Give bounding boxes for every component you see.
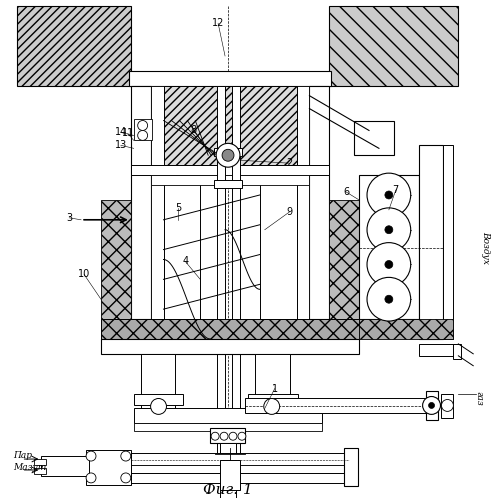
Bar — [134, 394, 183, 406]
Bar — [354, 120, 394, 156]
Text: 11: 11 — [122, 128, 134, 138]
Text: 4: 4 — [182, 256, 189, 266]
Bar — [164, 86, 297, 165]
Text: 7: 7 — [393, 185, 399, 195]
Circle shape — [367, 242, 410, 286]
Circle shape — [264, 398, 280, 414]
Circle shape — [121, 451, 131, 461]
Text: 3: 3 — [66, 213, 72, 223]
Bar — [309, 86, 329, 319]
Circle shape — [367, 278, 410, 321]
Text: 5: 5 — [175, 203, 182, 213]
Bar — [17, 6, 131, 86]
Bar — [86, 450, 131, 485]
Bar — [214, 148, 242, 156]
Bar — [260, 170, 297, 319]
Circle shape — [441, 400, 453, 411]
Circle shape — [423, 396, 440, 414]
Bar — [344, 448, 358, 486]
Text: 14: 14 — [115, 128, 127, 138]
Bar — [426, 390, 437, 420]
Bar — [34, 468, 46, 474]
Circle shape — [429, 402, 435, 408]
Text: 2: 2 — [286, 158, 293, 168]
Bar — [101, 319, 359, 339]
Bar — [419, 344, 459, 356]
Text: газ: газ — [475, 391, 484, 406]
Bar — [359, 319, 453, 339]
Bar — [245, 398, 429, 413]
Text: Мазут: Мазут — [14, 464, 47, 472]
Bar — [359, 175, 419, 319]
Bar — [214, 180, 242, 188]
Bar — [210, 428, 245, 443]
Bar — [164, 170, 200, 319]
Bar — [131, 473, 349, 483]
Text: 12: 12 — [212, 18, 224, 28]
Bar — [134, 118, 152, 141]
Bar — [419, 146, 443, 339]
Bar — [248, 394, 298, 406]
Bar — [34, 459, 46, 465]
Bar — [41, 456, 89, 476]
Circle shape — [222, 150, 234, 161]
Circle shape — [367, 208, 410, 252]
Bar — [151, 175, 309, 185]
Bar — [131, 86, 151, 319]
Text: Пар: Пар — [14, 450, 32, 460]
Bar — [129, 71, 331, 86]
Bar — [329, 6, 459, 86]
Circle shape — [86, 451, 96, 461]
Bar — [217, 86, 225, 458]
Circle shape — [385, 295, 393, 303]
Bar — [232, 86, 240, 458]
Bar — [220, 460, 240, 490]
Circle shape — [137, 120, 148, 130]
Bar — [131, 465, 349, 473]
Bar — [131, 165, 329, 175]
Text: 9: 9 — [287, 207, 293, 217]
Circle shape — [216, 144, 240, 167]
Circle shape — [211, 432, 219, 440]
Text: Воздух: Воздух — [481, 231, 490, 264]
Bar — [220, 443, 236, 498]
Bar — [329, 200, 359, 319]
Circle shape — [220, 432, 228, 440]
Bar — [101, 200, 131, 319]
Circle shape — [229, 432, 237, 440]
Circle shape — [367, 173, 410, 217]
Bar — [443, 146, 453, 339]
Circle shape — [86, 473, 96, 483]
Text: 1: 1 — [272, 384, 278, 394]
Bar — [134, 424, 323, 432]
Bar — [453, 344, 462, 359]
Text: 6: 6 — [343, 187, 349, 197]
Bar — [441, 394, 453, 418]
Bar — [101, 339, 359, 354]
Circle shape — [121, 473, 131, 483]
Circle shape — [385, 191, 393, 199]
Circle shape — [238, 432, 246, 440]
Bar — [134, 408, 323, 424]
Circle shape — [151, 398, 166, 414]
Bar — [297, 86, 309, 319]
Text: 10: 10 — [78, 270, 90, 280]
Bar — [151, 86, 164, 319]
Bar — [255, 354, 290, 408]
Bar — [140, 354, 175, 408]
Bar — [131, 453, 349, 465]
Text: 13: 13 — [115, 140, 127, 150]
Circle shape — [385, 260, 393, 268]
Text: 8: 8 — [190, 126, 196, 136]
Circle shape — [137, 130, 148, 140]
Circle shape — [385, 226, 393, 234]
Text: Фиг. 1: Фиг. 1 — [203, 483, 253, 497]
